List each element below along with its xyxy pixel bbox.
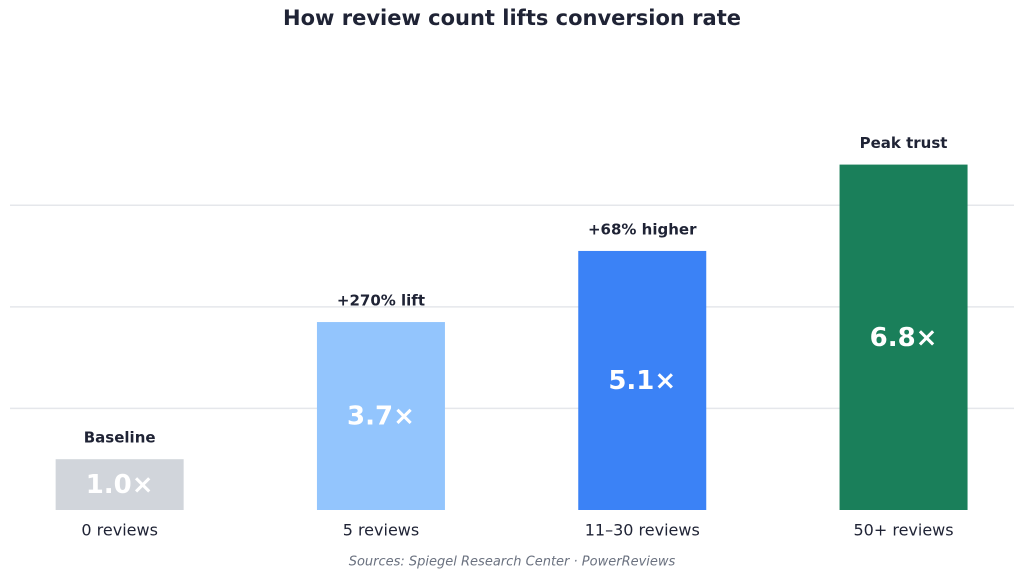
bar-annotation: +68% higher — [588, 220, 697, 238]
bar-annotation: Peak trust — [860, 134, 948, 152]
value-label: 1.0× — [86, 470, 154, 500]
bar — [316, 322, 445, 510]
bar — [839, 164, 968, 510]
bar — [578, 250, 707, 510]
x-tick-label: 0 reviews — [81, 521, 158, 540]
bar-annotation: Baseline — [84, 429, 156, 447]
value-label: 3.7× — [347, 402, 415, 432]
bar-annotation: +270% lift — [337, 292, 425, 310]
value-label: 6.8× — [870, 323, 938, 353]
x-tick-label: 5 reviews — [343, 521, 420, 540]
chart-title: How review count lifts conversion rate — [283, 6, 741, 30]
value-label: 5.1× — [608, 366, 676, 396]
x-tick-label: 11–30 reviews — [585, 521, 700, 540]
bar — [55, 459, 184, 510]
source-note: Sources: Spiegel Research Center · Power… — [349, 555, 676, 570]
x-tick-label: 50+ reviews — [853, 521, 953, 540]
